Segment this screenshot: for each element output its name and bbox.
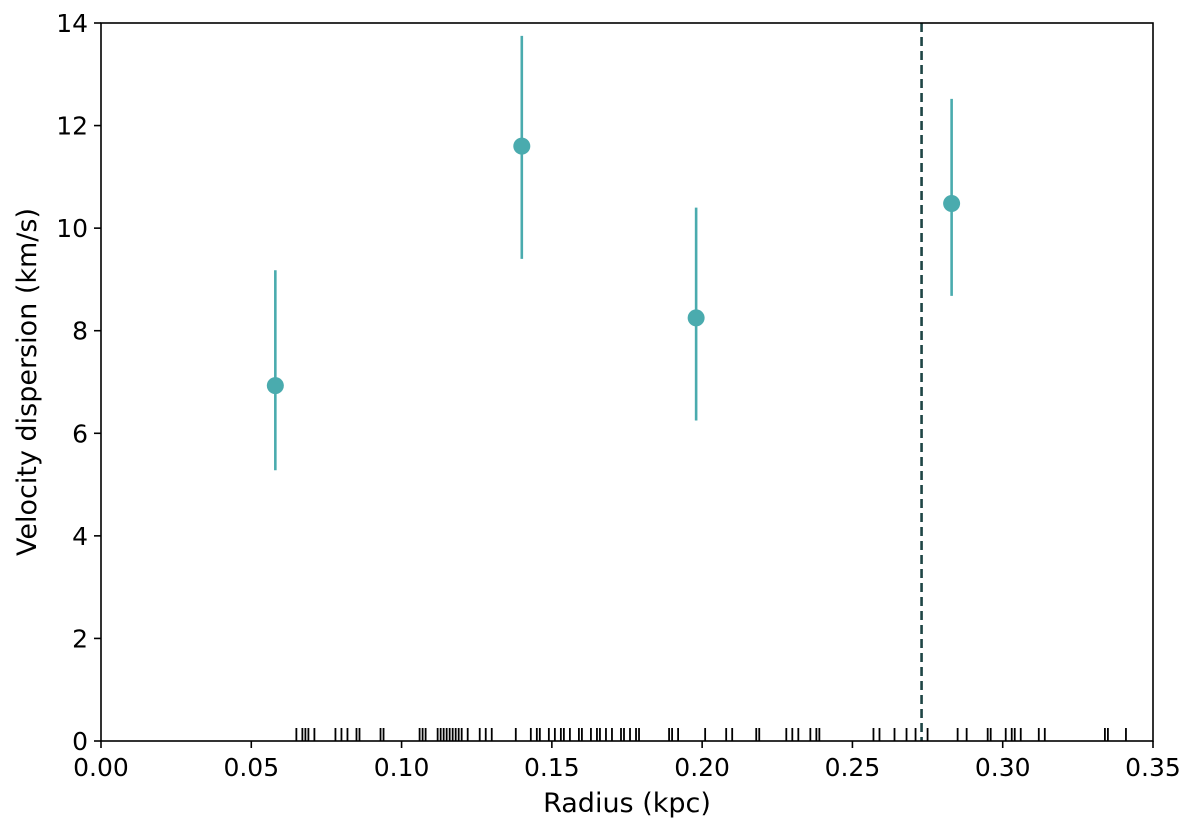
error-bars — [274, 35, 953, 471]
x-tick-label: 0.35 — [1125, 753, 1181, 782]
x-tick-label: 0.30 — [975, 753, 1031, 782]
plot-frame — [100, 22, 1154, 742]
data-point — [943, 195, 961, 213]
data-points — [266, 137, 961, 395]
y-axis-ticks: 0 2 4 6 8 10 12 14 — [56, 9, 101, 756]
x-tick-label: 0.25 — [825, 753, 881, 782]
x-tick-label: 0.15 — [524, 753, 580, 782]
rug-ticks — [295, 728, 1127, 741]
y-tick-label: 0 — [72, 727, 88, 756]
y-tick-label: 12 — [56, 112, 88, 141]
y-tick-label: 10 — [56, 214, 88, 243]
y-tick-label: 14 — [56, 9, 88, 38]
x-tick-label: 0.00 — [73, 753, 129, 782]
y-axis-label: Velocity dispersion (km/s) — [12, 208, 43, 556]
x-tick-label: 0.20 — [674, 753, 730, 782]
y-tick-label: 8 — [72, 317, 88, 346]
x-tick-label: 0.10 — [374, 753, 430, 782]
x-axis-ticks: 0.00 0.05 0.10 0.15 0.20 0.25 0.30 0.35 — [73, 741, 1181, 782]
x-axis-label: Radius (kpc) — [543, 788, 711, 819]
data-point — [266, 377, 284, 395]
data-point — [513, 137, 531, 155]
y-tick-label: 2 — [72, 624, 88, 653]
y-tick-label: 6 — [72, 419, 88, 448]
data-point — [687, 309, 705, 327]
y-tick-label: 4 — [72, 522, 88, 551]
x-tick-label: 0.05 — [223, 753, 279, 782]
